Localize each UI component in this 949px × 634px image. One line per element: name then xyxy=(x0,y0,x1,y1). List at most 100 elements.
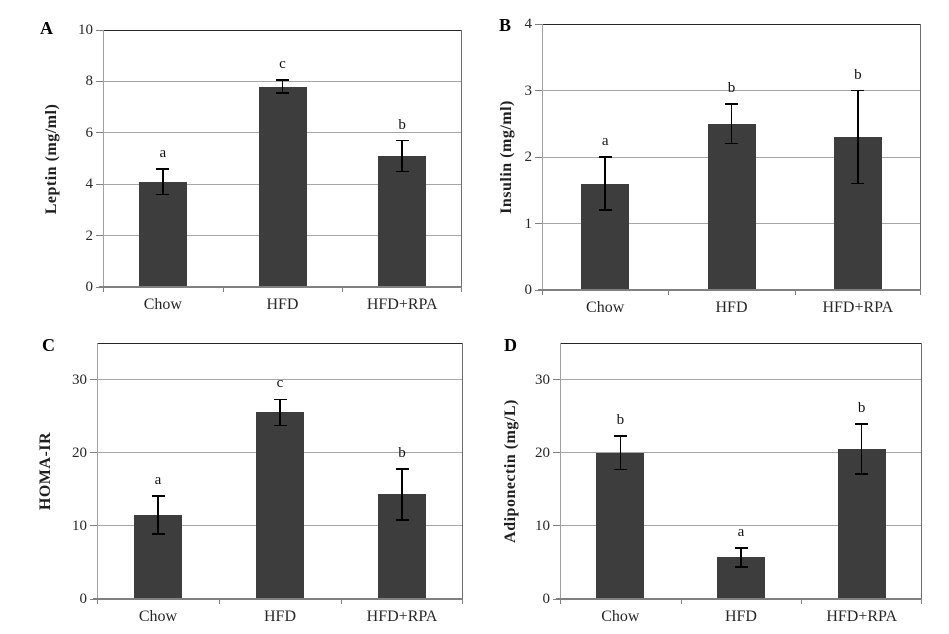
y-axis-line xyxy=(541,24,543,290)
y-tick-mark xyxy=(96,80,103,82)
y-tick-mark xyxy=(535,156,542,158)
error-bar-cap-top xyxy=(598,156,612,158)
error-bar-whisker xyxy=(857,90,859,184)
error-bar-cap-bottom xyxy=(395,170,409,173)
error-bar-whisker xyxy=(279,399,281,426)
x-axis-line xyxy=(556,598,922,600)
error-bar-whisker xyxy=(619,435,622,470)
y-tick-mark xyxy=(96,29,103,31)
error-bar-cap-bottom xyxy=(598,209,612,211)
panel-label-a: A xyxy=(40,18,53,38)
x-tick-mark xyxy=(542,290,543,295)
y-tick-label: 0 xyxy=(85,279,94,295)
significance-letter: b xyxy=(398,444,406,461)
category-label: Chow xyxy=(586,299,625,316)
panel-b-insulin: B Insulin (mg/ml) 0 1 2 3 4 a Chow b HFD b HFD+RPA xyxy=(474,0,949,317)
y-tick-label: 0 xyxy=(524,282,533,298)
x-tick-mark xyxy=(921,599,922,604)
category-label: HFD+RPA xyxy=(826,608,897,625)
plot-border-top xyxy=(103,29,462,31)
plot-area-leptin: 0 2 4 6 8 10 a Chow c HFD b HFD+RPA xyxy=(78,22,462,313)
category-label: HFD xyxy=(715,299,748,316)
y-tick-label: 20 xyxy=(535,444,550,461)
x-axis-line xyxy=(99,286,462,288)
category-label: Chow xyxy=(143,296,182,313)
x-tick-mark xyxy=(920,290,921,295)
x-tick-mark xyxy=(794,290,796,295)
error-bar-cap-top xyxy=(395,139,409,142)
error-bar-whisker xyxy=(604,157,606,211)
error-bar-cap-top xyxy=(734,547,748,549)
error-bar-cap-bottom xyxy=(725,142,738,145)
y-tick-label: 3 xyxy=(524,82,533,99)
gridline xyxy=(560,452,922,454)
x-tick-mark xyxy=(668,290,670,295)
y-tick-label: 6 xyxy=(85,124,94,141)
y-tick-mark xyxy=(553,379,560,381)
plot-border-top xyxy=(97,342,463,344)
error-bar-whisker xyxy=(860,424,863,474)
y-axis-line xyxy=(102,30,104,287)
plot-area-homa-ir: 0 10 20 30 a Chow c HFD b HFD+RPA xyxy=(72,342,463,625)
plot-border-right xyxy=(462,343,463,599)
y-tick-mark xyxy=(90,452,97,454)
y-tick-mark xyxy=(90,379,97,381)
error-bar-cap-top xyxy=(851,89,865,92)
category-label: HFD+RPA xyxy=(822,299,894,316)
error-bar-cap-bottom xyxy=(855,473,869,475)
y-tick-label: 30 xyxy=(535,371,550,388)
x-tick-mark xyxy=(222,287,224,292)
panel-label-d: D xyxy=(504,335,517,355)
y-tick-mark xyxy=(535,23,542,25)
y-tick-label: 2 xyxy=(524,149,533,165)
y-tick-label: 4 xyxy=(85,176,94,193)
significance-letter: b xyxy=(727,79,736,96)
error-bar-whisker xyxy=(740,547,742,567)
x-tick-mark xyxy=(341,599,342,604)
gridline xyxy=(560,379,922,381)
category-label: Chow xyxy=(138,608,178,625)
x-tick-mark xyxy=(801,599,803,604)
panel-label-c: C xyxy=(42,335,55,355)
significance-letter: b xyxy=(616,411,625,428)
x-tick-mark xyxy=(219,599,220,604)
significance-letter: a xyxy=(159,144,167,161)
significance-letter: c xyxy=(279,56,286,73)
panel-label-b: B xyxy=(499,15,512,35)
error-bar-whisker xyxy=(157,495,159,534)
error-bar-cap-bottom xyxy=(273,424,287,427)
category-label: HFD xyxy=(266,296,299,313)
category-label: Chow xyxy=(601,608,640,625)
error-bar-cap-bottom xyxy=(151,533,165,535)
error-bar-cap-bottom xyxy=(851,182,865,185)
bar-chow xyxy=(596,452,645,599)
significance-letter: b xyxy=(857,400,866,417)
error-bar-cap-bottom xyxy=(276,92,289,94)
significance-letter: a xyxy=(154,471,162,488)
x-tick-mark xyxy=(342,287,344,292)
panel-c-homa-ir: C HOMA-IR 0 10 20 30 a Chow c HFD b HFD+RPA xyxy=(0,317,474,634)
plot-border-right xyxy=(921,343,922,599)
error-bar-cap-top xyxy=(276,79,289,81)
bar-hfd xyxy=(256,412,304,599)
x-tick-mark xyxy=(462,599,463,604)
error-bar-whisker xyxy=(401,140,403,172)
y-tick-mark xyxy=(535,223,542,224)
x-axis-line xyxy=(93,598,463,600)
y-tick-label: 1 xyxy=(524,215,533,232)
error-bar-cap-top xyxy=(855,423,869,425)
y-axis-title-leptin: Leptin (mg/ml) xyxy=(43,103,60,215)
category-label: HFD+RPA xyxy=(366,608,438,625)
y-tick-label: 8 xyxy=(85,73,94,90)
bar-hfd+rpa xyxy=(378,155,427,287)
y-tick-label: 30 xyxy=(72,371,87,388)
plot-border-right xyxy=(920,24,921,290)
error-bar-cap-top xyxy=(151,495,165,497)
x-tick-mark xyxy=(461,287,462,292)
y-tick-label: 0 xyxy=(79,591,88,607)
y-tick-label: 4 xyxy=(524,16,533,32)
y-tick-mark xyxy=(535,90,542,91)
error-bar-cap-bottom xyxy=(156,193,170,196)
significance-letter: b xyxy=(398,116,406,133)
x-tick-mark xyxy=(103,287,104,292)
